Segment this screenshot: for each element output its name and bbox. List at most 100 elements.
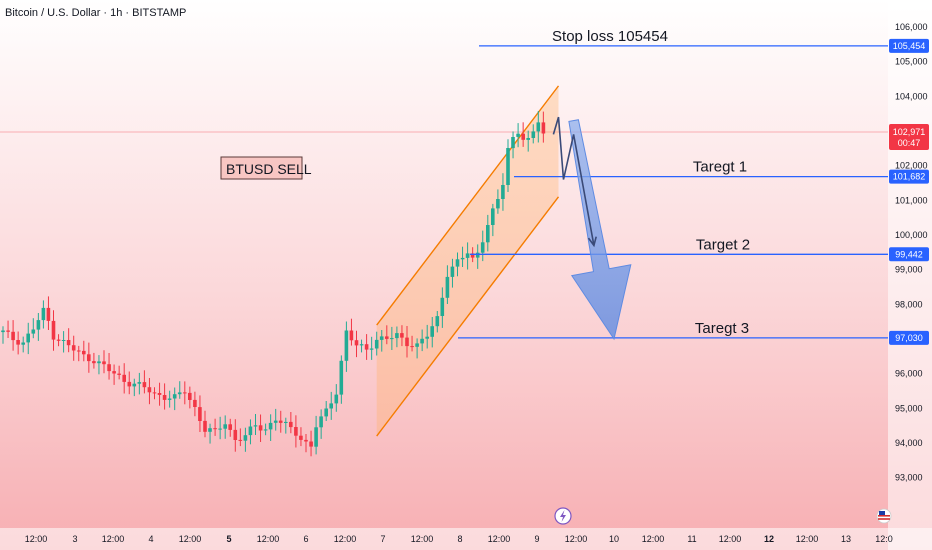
price-tag <box>889 169 929 184</box>
candle-body <box>66 340 71 346</box>
x-tick-label: 12:00 <box>102 534 125 544</box>
candle-body <box>470 253 475 258</box>
price-tag <box>889 38 929 53</box>
candle-body <box>263 429 268 431</box>
candle-body <box>137 382 142 384</box>
candle-body <box>218 428 222 430</box>
candle-body <box>496 199 500 209</box>
candle-body <box>26 333 30 343</box>
y-tick-label: 94,000 <box>895 438 923 448</box>
x-tick-label: 12:0 <box>875 534 893 544</box>
candle-body <box>314 427 318 447</box>
candles <box>1 111 546 457</box>
x-tick-label: 13 <box>841 534 851 544</box>
channel-lower-line[interactable] <box>376 196 560 437</box>
price-tag-label: 105,454 <box>893 41 926 51</box>
candle-body <box>21 342 25 345</box>
x-tick-label: 9 <box>534 534 539 544</box>
x-tick-label: 12 <box>764 534 774 544</box>
candle-body <box>97 361 101 364</box>
y-tick-label: 98,000 <box>895 299 923 309</box>
candle-body <box>117 373 121 375</box>
candle-body <box>410 346 414 348</box>
x-tick-label: 12:00 <box>565 534 588 544</box>
candle-body <box>152 392 157 394</box>
y-tick-label: 102,000 <box>895 161 928 171</box>
candle-body <box>278 420 283 423</box>
y-tick-label: 101,000 <box>895 195 928 205</box>
candle-body <box>213 428 217 430</box>
chart-title: Bitcoin / U.S. Dollar · 1h · BITSTAMP <box>5 7 186 19</box>
candle-body <box>299 435 303 440</box>
candle-body <box>11 331 15 341</box>
x-tick-label: 12:00 <box>796 534 819 544</box>
candle-body <box>480 242 485 253</box>
candle-body <box>162 395 167 400</box>
level-label: Target 2 <box>696 236 750 253</box>
candle-body <box>122 374 126 382</box>
candle-body <box>193 399 197 407</box>
candle-body <box>526 138 530 140</box>
time-scale-panel[interactable] <box>0 528 932 550</box>
candle-body <box>430 326 434 337</box>
x-tick-label: 6 <box>303 534 308 544</box>
candle-body <box>56 339 61 341</box>
candle-body <box>198 407 202 421</box>
x-tick-label: 12:00 <box>25 534 48 544</box>
candle-body <box>71 345 76 351</box>
candle-body <box>415 343 419 347</box>
x-axis-ticks: 12:00 3 12:00 4 12:00 5 12:00 6 12:00 7 12:00 8 12:0… <box>25 534 893 544</box>
candle-body <box>324 408 328 417</box>
price-tag-label: 99,442 <box>895 249 923 259</box>
candle-body <box>253 425 258 427</box>
signal-label-box[interactable]: BTUSD SELL <box>220 156 312 180</box>
candle-body <box>208 428 212 432</box>
price-tag <box>889 330 929 345</box>
candle-body <box>112 371 116 374</box>
x-tick-label: 11 <box>687 534 696 544</box>
candle-body <box>531 131 536 138</box>
candle-body <box>258 425 263 431</box>
candle-body <box>273 420 278 423</box>
projection-zigzag[interactable] <box>552 116 595 246</box>
lightning-icon[interactable] <box>554 507 572 525</box>
candle-body <box>440 297 445 316</box>
y-tick-label: 104,000 <box>895 91 928 101</box>
candle-body <box>238 439 243 441</box>
candle-body <box>390 338 394 340</box>
candle-body <box>147 387 152 393</box>
channel-upper-line[interactable] <box>376 85 560 326</box>
candle-body <box>359 344 364 346</box>
price-scale-panel[interactable] <box>888 0 932 550</box>
x-tick-label: 12:00 <box>334 534 357 544</box>
price-tag <box>889 247 929 262</box>
level-label: Stop loss 105454 <box>552 28 668 45</box>
level-label: Taregt 1 <box>693 159 747 176</box>
candle-body <box>309 441 313 447</box>
y-tick-label: 93,000 <box>895 473 923 483</box>
candle-body <box>475 252 480 258</box>
candle-body <box>319 416 323 428</box>
down-arrow[interactable] <box>568 119 632 341</box>
x-tick-label: 3 <box>72 534 77 544</box>
candle-body <box>102 361 106 365</box>
candle-body <box>465 253 470 258</box>
x-tick-label: 12:00 <box>719 534 742 544</box>
candle-body <box>36 320 41 330</box>
us-flag-icon[interactable] <box>876 508 892 524</box>
candle-body <box>420 338 424 344</box>
candle-body <box>223 424 227 429</box>
candle-body <box>41 307 46 321</box>
candle-body <box>536 122 541 132</box>
candle-body <box>460 257 465 260</box>
candle-body <box>521 133 525 140</box>
candle-body <box>107 364 111 372</box>
candle-body <box>400 333 404 338</box>
candle-body <box>132 383 137 387</box>
candle-body <box>339 360 344 395</box>
candle-body <box>16 340 20 345</box>
candle-body <box>349 330 354 341</box>
candle-body <box>188 392 192 400</box>
